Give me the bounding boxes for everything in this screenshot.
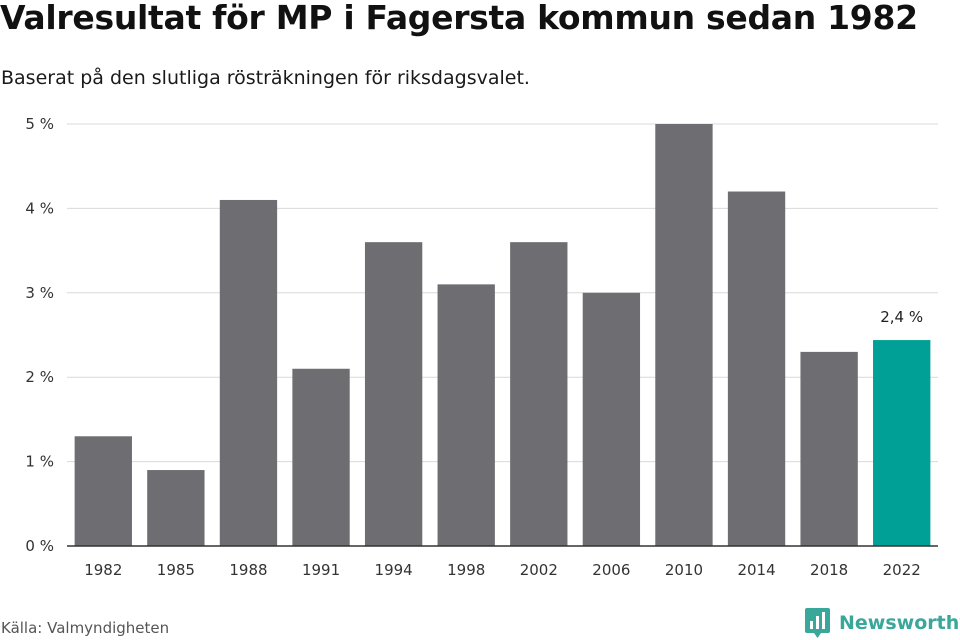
x-tick-label: 2022 xyxy=(883,561,921,579)
x-tick-label: 2018 xyxy=(810,561,848,579)
x-tick-label: 2014 xyxy=(737,561,775,579)
x-tick-label: 1991 xyxy=(302,561,340,579)
bar xyxy=(873,340,931,546)
bar xyxy=(74,436,132,546)
bar xyxy=(364,242,423,546)
x-tick-label: 2002 xyxy=(520,561,558,579)
chart-title: Valresultat för MP i Fagersta kommun sed… xyxy=(0,0,918,37)
brand-name: Newsworthy xyxy=(839,612,960,634)
bar xyxy=(800,351,858,546)
bar-chart: 0 % 1 % 2 % 3 % 4 % 5 % 1982 1985 1988 1991 1994 19… xyxy=(25,115,938,579)
x-tick-label: 2010 xyxy=(665,561,703,579)
chart-subtitle: Baserat på den slutliga rösträkningen fö… xyxy=(1,67,530,89)
bar xyxy=(655,124,713,546)
bar xyxy=(582,292,641,546)
x-tick-label: 1988 xyxy=(229,561,267,579)
bar xyxy=(437,284,495,546)
x-tick-label: 2006 xyxy=(592,561,630,579)
bar xyxy=(147,470,205,546)
x-tick-label: 1985 xyxy=(157,561,195,579)
data-label: 2,4 % xyxy=(880,308,923,326)
y-tick-label: 4 % xyxy=(25,199,54,217)
y-tick-label: 5 % xyxy=(25,115,54,133)
y-tick-label: 2 % xyxy=(25,368,54,386)
bar xyxy=(727,191,786,546)
source-note: Källa: Valmyndigheten xyxy=(1,619,170,637)
y-tick-label: 0 % xyxy=(25,537,54,555)
bar xyxy=(219,199,278,546)
x-tick-label: 1982 xyxy=(84,561,122,579)
y-tick-label: 1 % xyxy=(25,453,54,471)
newsworthy-logo-icon xyxy=(805,608,830,638)
y-tick-label: 3 % xyxy=(25,284,54,302)
bar xyxy=(510,242,568,546)
bar xyxy=(292,368,350,546)
brand-logo: Newsworthy xyxy=(805,608,960,638)
x-tick-label: 1998 xyxy=(447,561,485,579)
x-tick-label: 1994 xyxy=(375,561,413,579)
